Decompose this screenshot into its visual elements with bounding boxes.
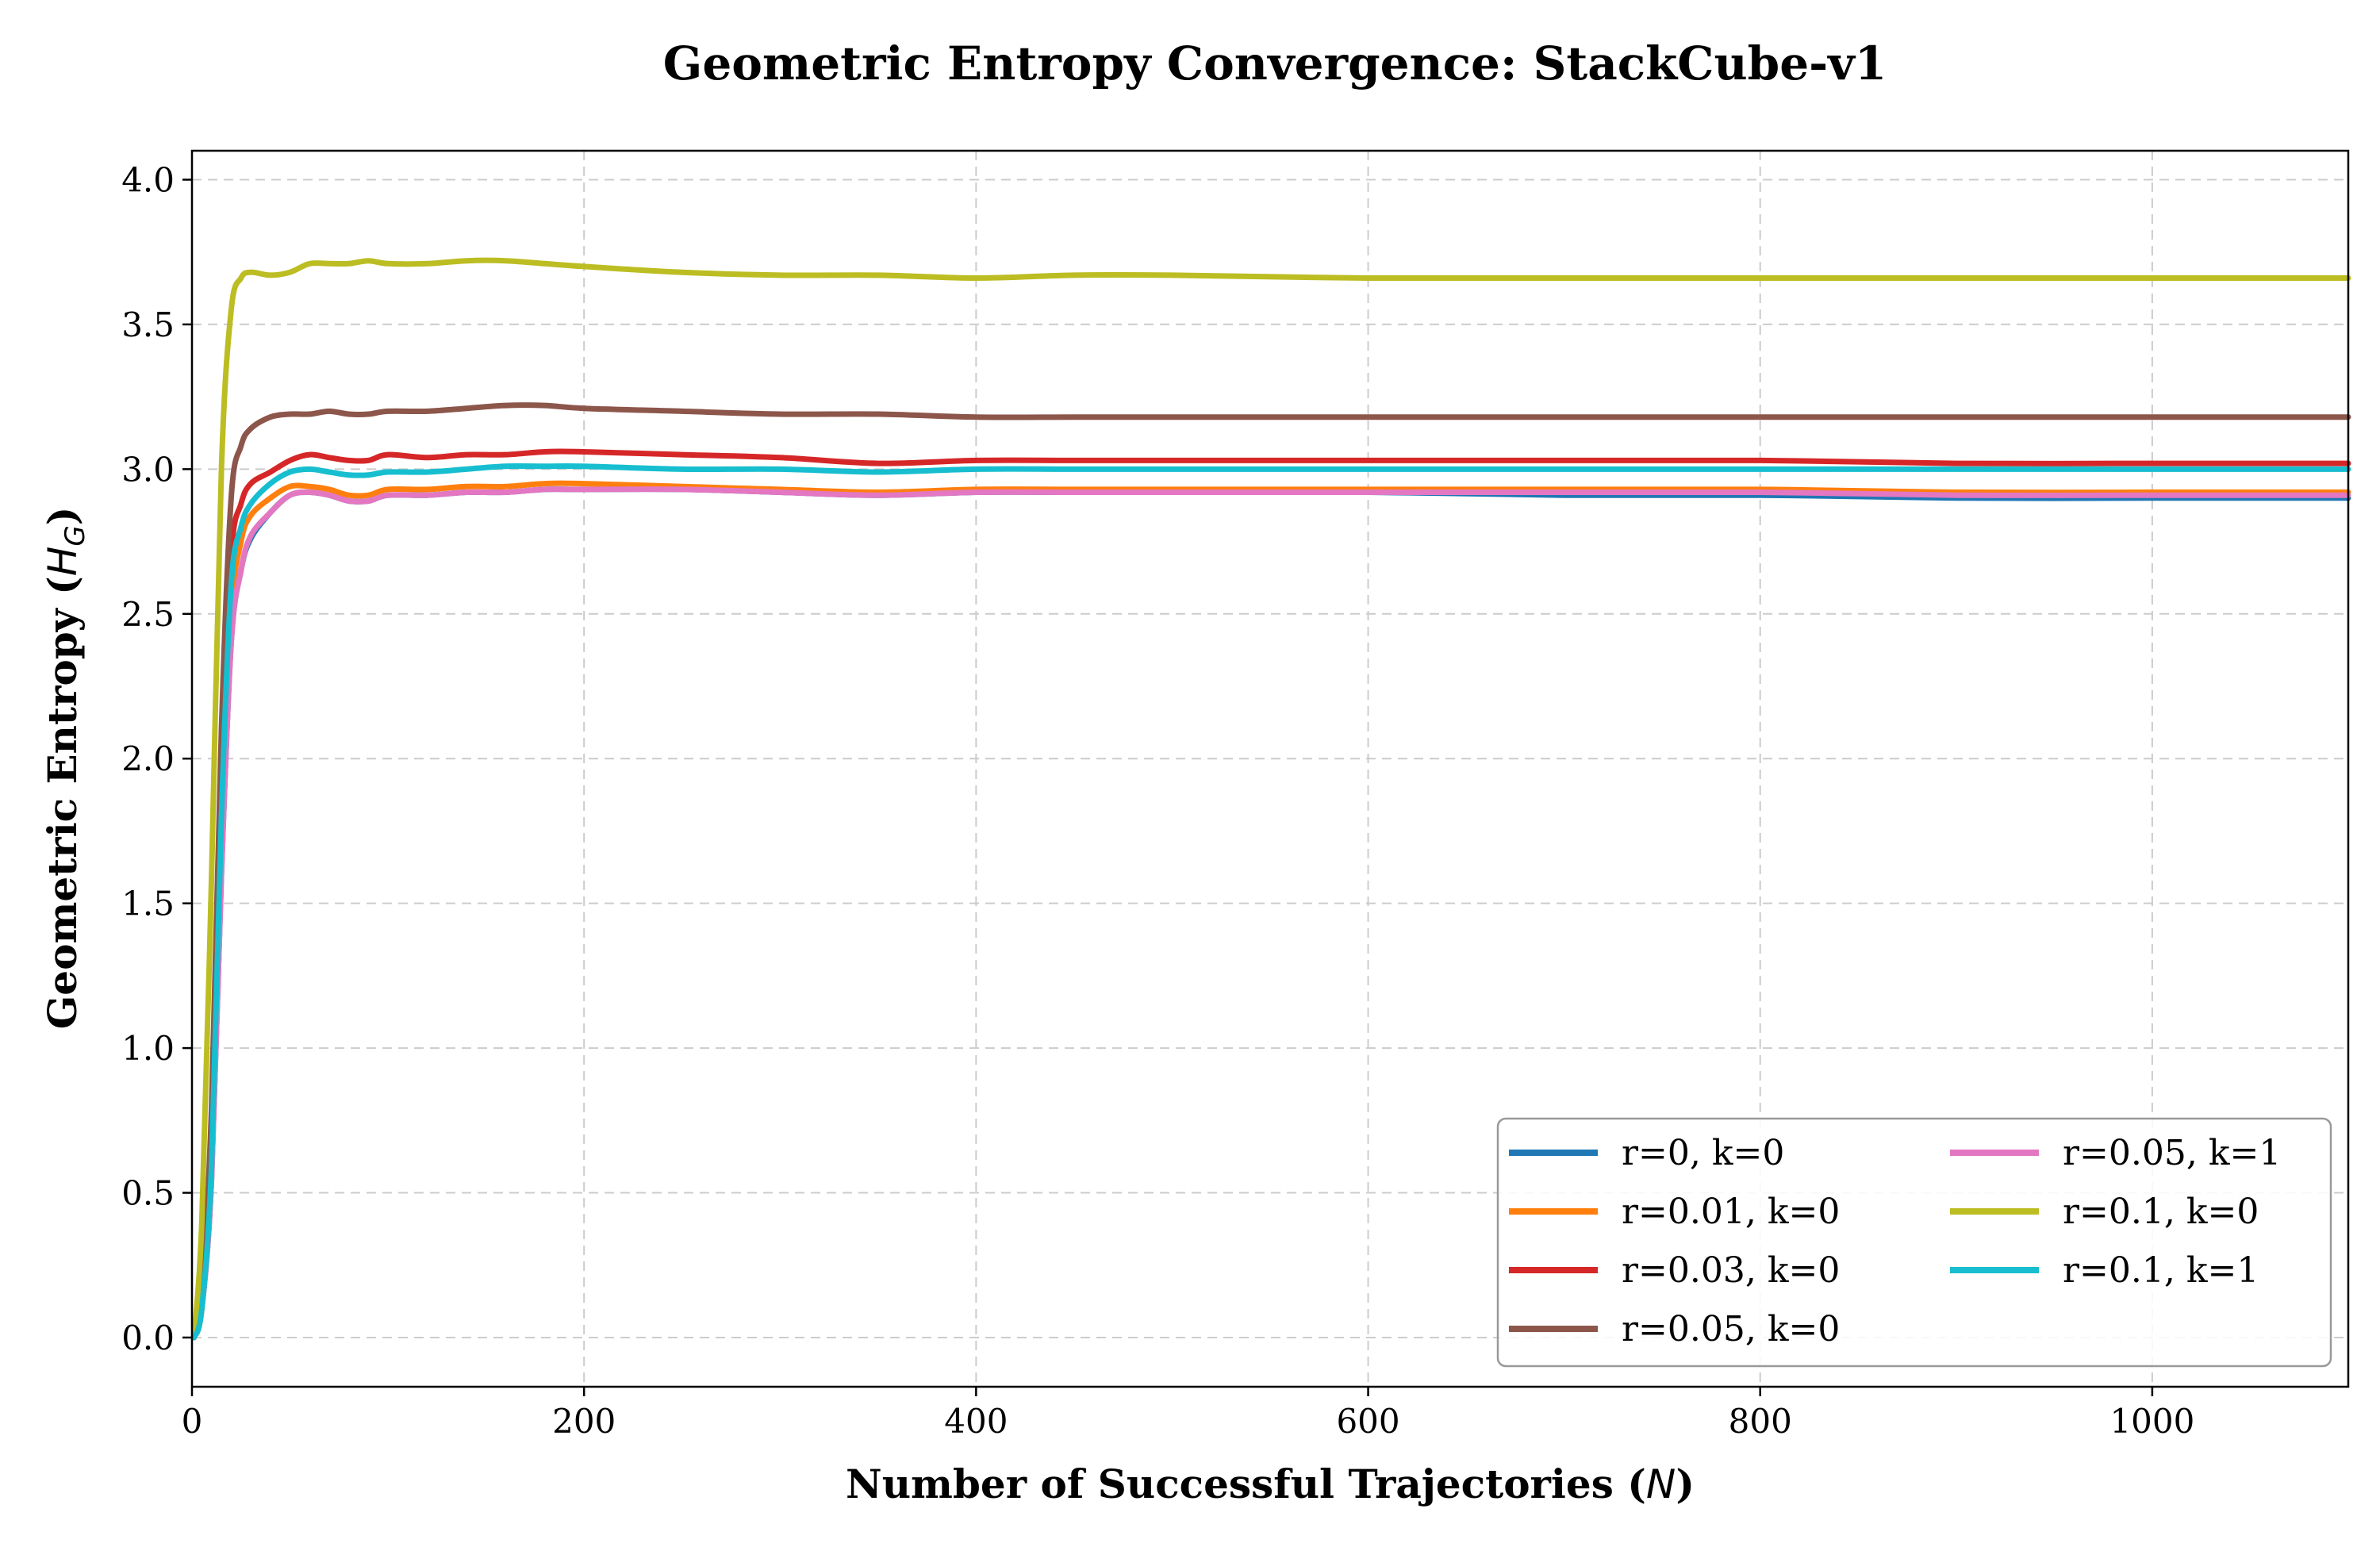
series-line [191,257,2351,1341]
x-tick-label: 1000 [2109,1402,2194,1441]
x-tick-label: 0 [182,1402,203,1441]
legend-label: r=0.05, k=1 [2063,1133,2281,1173]
series-line [191,486,2351,1341]
legend-label: r=0, k=0 [1622,1133,1784,1173]
y-tick-label: 4.0 [121,160,175,199]
legend-label: r=0.03, k=0 [1622,1250,1840,1291]
legend-box [1496,1117,2332,1368]
y-tick-label: 2.0 [121,739,175,778]
x-axis-ticks: 0 200 400 600 800 1000 [182,1387,2194,1441]
chart-title: Geometric Entropy Convergence: StackCube… [663,36,1887,90]
legend: r=0, k=0 r=0.01, k=0 r=0.03, k=0 r=0.05, k=… [1496,1117,2332,1368]
x-axis-label: Number of Successful Trajectories (N) [846,1461,1695,1507]
y-tick-label: 1.0 [121,1029,175,1068]
y-axis-ticks: 0.0 0.5 1.0 1.5 2.0 2.5 3.0 3.5 4.0 [121,160,192,1357]
legend-label: r=0.1, k=1 [2063,1250,2259,1291]
y-tick-label: 1.5 [121,885,175,923]
legend-label: r=0.1, k=0 [2063,1192,2259,1232]
legend-label: r=0.01, k=0 [1622,1192,1840,1232]
legend-label: r=0.05, k=0 [1622,1309,1840,1349]
x-tick-label: 200 [552,1402,616,1441]
plot-frame [190,149,2350,1388]
y-tick-label: 0.0 [121,1319,175,1357]
y-tick-label: 3.0 [121,450,175,489]
y-tick-label: 0.5 [121,1174,175,1213]
y-tick-label: 2.5 [121,595,175,634]
x-tick-label: 800 [1729,1402,1792,1441]
series-layer [191,257,2351,1341]
y-tick-label: 3.5 [121,305,175,344]
y-axis-label: Geometric Entropy (HG) [39,507,91,1030]
x-tick-label: 400 [944,1402,1008,1441]
series-line [191,463,2351,1341]
x-tick-label: 600 [1336,1402,1399,1441]
series-line [191,402,2351,1341]
